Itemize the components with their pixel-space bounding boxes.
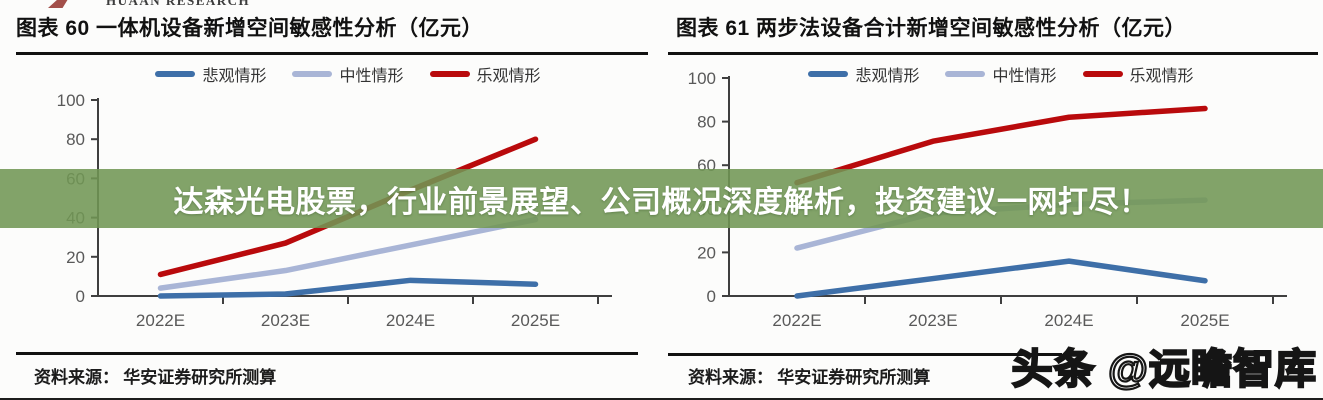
chart-title-right: 图表 61 两步法设备合计新增空间敏感性分析（亿元） (676, 17, 1187, 40)
y-tick-label: 80 (66, 130, 85, 149)
source-note-right: 资料来源： 华安证券研究所测算 (688, 368, 931, 387)
legend-label: 悲观情形 (202, 68, 267, 85)
legend-item-0: 悲观情形 (155, 62, 266, 86)
x-tick-label: 2023E (261, 311, 310, 330)
chart-title-left: 图表 60 一体机设备新增空间敏感性分析（亿元） (16, 17, 484, 40)
legend-label: 乐观情形 (476, 68, 541, 85)
series-line-0 (794, 258, 1208, 299)
y-tick-label: 20 (697, 243, 716, 262)
title-divider-left (16, 52, 648, 55)
legend-item-2: 乐观情形 (429, 62, 541, 86)
y-tick-label: 80 (697, 113, 716, 132)
page-bottom-edge (0, 397, 1323, 400)
series-line-2 (794, 105, 1208, 186)
legend-swatch-icon (155, 71, 196, 77)
x-tick-label: 2023E (908, 311, 957, 330)
x-tick-label: 2025E (1180, 311, 1229, 330)
y-tick-label: 100 (688, 69, 716, 88)
legend-item-2: 乐观情形 (1082, 62, 1194, 86)
title-divider-right (668, 52, 1318, 55)
toutiao-watermark: 头条 @远瞻智库 (1011, 345, 1318, 393)
promo-banner: 达森光电股票，行业前景展望、公司概况深度解析，投资建议一网打尽！ (0, 169, 1323, 228)
legend-item-1: 中性情形 (292, 62, 404, 86)
legend-item-0: 悲观情形 (808, 62, 919, 86)
x-tick-label: 2022E (772, 311, 821, 330)
legend-swatch-icon (808, 71, 849, 77)
y-tick-label: 0 (76, 287, 85, 306)
legend-swatch-icon (945, 71, 986, 77)
y-tick-label: 20 (66, 248, 85, 267)
source-note-left: 资料来源： 华安证券研究所测算 (34, 368, 277, 387)
legend-right: 悲观情形 中性情形 乐观情形 (729, 62, 1273, 86)
y-tick-label: 100 (57, 91, 85, 110)
footer-divider-right (668, 353, 1062, 356)
legend-label: 中性情形 (992, 68, 1057, 85)
promo-banner-text: 达森光电股票，行业前景展望、公司概况深度解析，投资建议一网打尽！ (173, 185, 1150, 219)
legend-item-1: 中性情形 (945, 62, 1057, 86)
x-tick-label: 2022E (136, 311, 185, 330)
huaan-logo-text: HUAAN RESEARCH (106, 0, 251, 8)
series-line-1 (157, 216, 539, 291)
huaan-logo-icon (48, 0, 73, 8)
footer-divider-left (16, 352, 638, 355)
legend-label: 中性情形 (339, 68, 404, 85)
series-line-0 (157, 277, 539, 299)
legend-label: 乐观情形 (1129, 68, 1194, 85)
legend-swatch-icon (1082, 71, 1123, 77)
legend-label: 悲观情形 (855, 68, 920, 85)
x-tick-label: 2024E (1044, 311, 1093, 330)
y-tick-label: 0 (707, 287, 716, 306)
x-tick-label: 2025E (511, 311, 560, 330)
x-tick-label: 2024E (386, 311, 435, 330)
legend-swatch-icon (292, 71, 333, 77)
legend-left: 悲观情形 中性情形 乐观情形 (98, 62, 598, 86)
legend-swatch-icon (429, 71, 470, 77)
